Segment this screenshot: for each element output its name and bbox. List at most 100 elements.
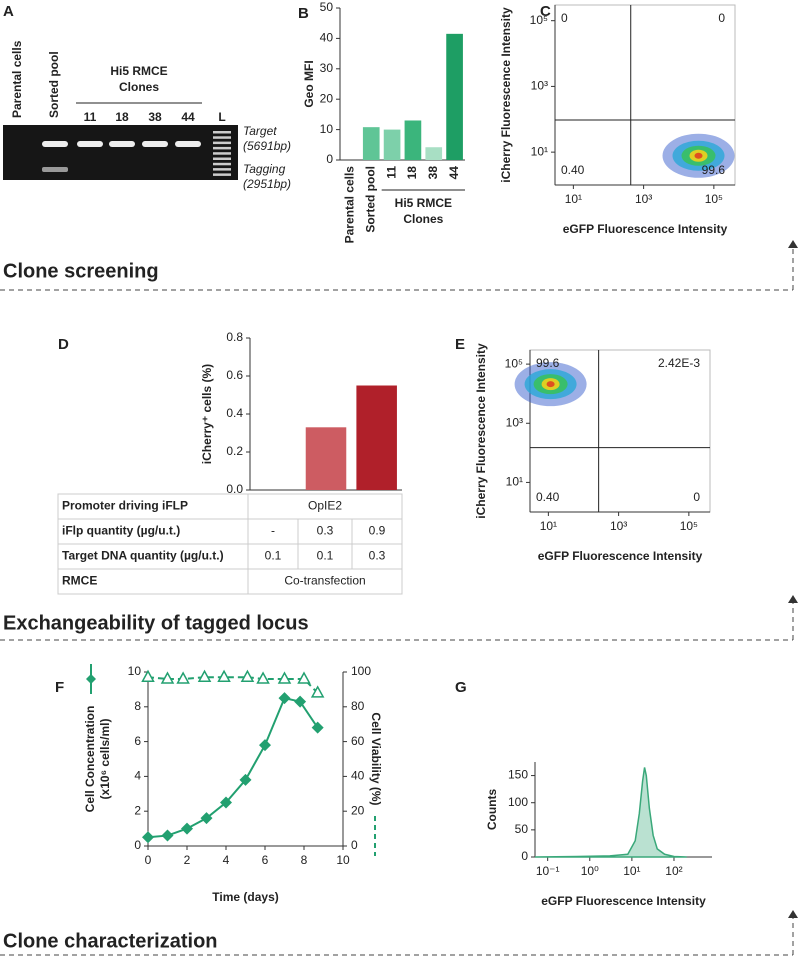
- lane-label: 38: [148, 110, 162, 124]
- quadrant-value: 99.6: [536, 356, 560, 370]
- y-axis-label: iCherry⁺ cells (%): [200, 364, 214, 464]
- table-text: Target DNA quantity (µg/u.t.): [62, 549, 224, 563]
- y2-axis-label: Cell Viability (%): [369, 712, 383, 805]
- panel-label: D: [58, 336, 69, 353]
- ladder-band: [213, 141, 231, 145]
- table-text: 0.1: [265, 549, 282, 563]
- marker: [217, 669, 231, 682]
- marker: [311, 721, 324, 734]
- quadrant-value: 99.6: [702, 163, 726, 177]
- bar: [425, 147, 443, 160]
- table-text: Promoter driving iFLP: [62, 499, 188, 513]
- table-text: 0.3: [369, 549, 386, 563]
- y2-tick-label: 100: [351, 664, 371, 678]
- gel-image: [3, 125, 238, 180]
- bar: [404, 120, 422, 160]
- y-axis-label: iCherry Fluorescence Intensity: [474, 343, 488, 519]
- marker: [141, 669, 155, 682]
- y-axis-label: Cell Concentration: [83, 706, 97, 813]
- quadrant-value: 0: [693, 490, 700, 504]
- ladder-band: [213, 131, 231, 134]
- y-tick-label: 0.6: [226, 368, 243, 382]
- y-tick-label: 30: [320, 61, 334, 75]
- x-tick-label: 10²: [665, 864, 682, 878]
- quadrant-value: 0: [718, 11, 725, 25]
- quadrant-value: 0.40: [536, 490, 560, 504]
- table-text: RMCE: [62, 574, 97, 588]
- x-tick-label: 2: [184, 853, 191, 867]
- lane-label: 11: [84, 110, 97, 124]
- lane-label: Parental cells: [10, 40, 24, 118]
- gel-band: [175, 141, 201, 147]
- lane-label: L: [218, 110, 225, 124]
- panel-label: B: [298, 5, 309, 22]
- y2-tick-label: 0: [351, 838, 358, 852]
- band-size: (5691bp): [243, 139, 291, 153]
- ladder-band: [213, 162, 231, 166]
- panel-label: C: [540, 3, 551, 20]
- marker: [239, 773, 252, 786]
- table-text: Co-transfection: [284, 574, 365, 588]
- marker: [294, 695, 307, 708]
- quadrant-value: 0: [561, 11, 568, 25]
- x-tick-label: 4: [223, 853, 230, 867]
- x-tick-label: 6: [262, 853, 269, 867]
- y-tick-label: 150: [508, 768, 528, 782]
- panel-label: A: [3, 3, 14, 20]
- x-tick-label: 11: [384, 166, 398, 179]
- x-tick-label: 18: [405, 166, 419, 180]
- group-label: Clones: [403, 212, 443, 226]
- lane-label: 18: [115, 110, 129, 124]
- y2-tick-label: 20: [351, 803, 365, 817]
- x-tick-label: Sorted pool: [363, 166, 377, 233]
- series-line: [147, 676, 319, 694]
- quadrant-value: 2.42E-3: [658, 356, 700, 370]
- y-tick-label: 0.8: [226, 330, 243, 344]
- ladder-band: [213, 173, 231, 176]
- y-axis-label: Counts: [485, 789, 499, 831]
- series-line: [147, 696, 319, 839]
- table-text: -: [271, 524, 275, 538]
- y-tick-label: 10³: [531, 79, 548, 93]
- y-tick-label: 10³: [506, 415, 523, 429]
- bar: [305, 427, 347, 490]
- x-tick-label: 10⁰: [581, 864, 599, 878]
- bar: [362, 127, 380, 160]
- y-tick-label: 10: [320, 122, 334, 136]
- arrow-head: [788, 595, 798, 603]
- x-tick-label: 10³: [610, 519, 627, 533]
- x-tick-label: 38: [426, 166, 440, 180]
- y-tick-label: 0: [326, 152, 333, 166]
- x-tick-label: 10³: [635, 192, 652, 206]
- x-axis-label: Time (days): [212, 890, 278, 904]
- panel-label: G: [455, 679, 467, 696]
- y-tick-label: 0.0: [226, 482, 243, 496]
- x-axis-label: eGFP Fluorescence Intensity: [538, 549, 703, 563]
- gel-band: [142, 141, 168, 147]
- ladder-band: [213, 146, 231, 150]
- y-tick-label: 10⁵: [530, 13, 548, 27]
- table-text: iFlp quantity (µg/u.t.): [62, 524, 180, 538]
- marker: [142, 831, 154, 844]
- x-axis-label: eGFP Fluorescence Intensity: [563, 222, 728, 236]
- y-tick-label: 6: [134, 734, 141, 748]
- bar: [383, 129, 401, 160]
- y-tick-label: 10¹: [531, 144, 548, 158]
- x-tick-label: 10¹: [623, 864, 640, 878]
- marker: [259, 739, 271, 752]
- histogram-area: [534, 767, 687, 858]
- table-text: OpIE2: [308, 499, 342, 513]
- y-tick-label: 10: [128, 664, 142, 678]
- ladder-band: [213, 168, 231, 171]
- gel-band: [42, 141, 68, 147]
- x-tick-label: 44: [447, 166, 461, 180]
- group-label: Clones: [119, 80, 159, 94]
- y-tick-label: 20: [320, 91, 334, 105]
- y-tick-label: 40: [320, 31, 334, 45]
- y-tick-label: 0.2: [226, 444, 243, 458]
- panel-label: F: [55, 679, 64, 696]
- marker: [277, 671, 292, 684]
- lane-label: Sorted pool: [47, 51, 61, 118]
- marker: [161, 829, 174, 842]
